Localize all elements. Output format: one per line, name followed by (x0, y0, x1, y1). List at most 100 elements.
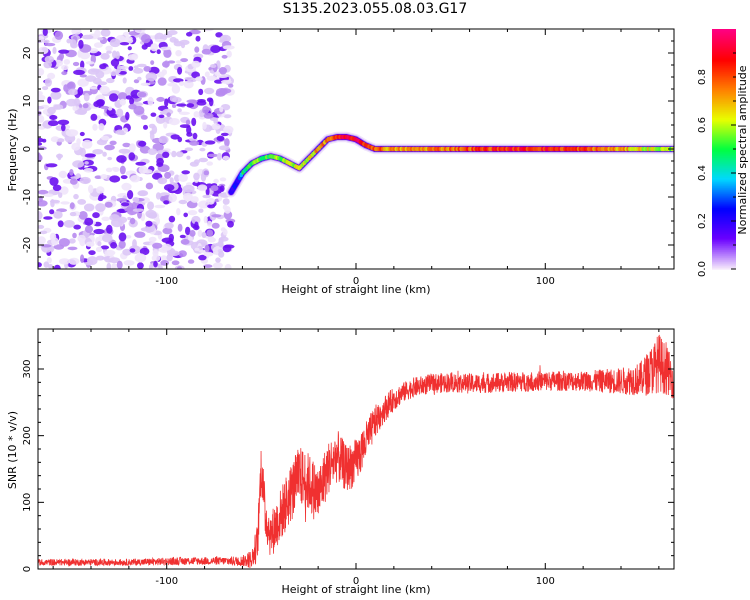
noise-blob (96, 186, 105, 194)
spectrogram-x-axis: -100 0 100 (52, 29, 660, 287)
noise-blob (203, 113, 214, 119)
snr-panel: -100 0 100 0 100 200 300 Height of straight l… (6, 328, 675, 596)
colorbar-cell (712, 195, 736, 198)
noise-blob (222, 45, 235, 50)
noise-blob (38, 68, 45, 76)
noise-blob (61, 123, 66, 132)
noise-blob (203, 215, 208, 224)
noise-blob (148, 212, 157, 219)
colorbar-gradient (712, 29, 736, 270)
colorbar-cell (712, 35, 736, 38)
noise-blob (137, 91, 147, 98)
noise-blob (69, 202, 75, 210)
colorbar-cell (712, 65, 736, 68)
noise-blob (67, 246, 78, 251)
noise-blob (106, 224, 113, 234)
colorbar-cell (712, 189, 736, 192)
colorbar-cell (712, 259, 736, 262)
colorbar-cell (712, 139, 736, 142)
noise-blob (58, 238, 70, 247)
noise-blob (213, 117, 218, 125)
colorbar-cell (712, 99, 736, 102)
noise-blob (38, 211, 43, 220)
noise-blob (187, 259, 195, 264)
noise-blob (194, 247, 200, 252)
noise-blob (156, 217, 160, 225)
colorbar-cell (712, 235, 736, 238)
noise-blob (145, 220, 153, 227)
noise-blob (127, 216, 132, 221)
noise-blob (186, 99, 198, 104)
noise-blob (166, 112, 171, 117)
noise-blob (157, 77, 167, 86)
noise-blob (95, 246, 103, 253)
colorbar-cell (712, 249, 736, 252)
noise-blob (127, 46, 132, 51)
noise-blob (88, 250, 96, 256)
noise-blob (168, 215, 176, 223)
noise-blob (81, 34, 94, 40)
noise-blob (210, 185, 219, 192)
noise-blob (63, 220, 75, 228)
noise-blob (134, 253, 147, 263)
noise-blob (220, 227, 226, 233)
colorbar-cell (712, 241, 736, 244)
noise-blob (140, 115, 148, 120)
colorbar-cell (712, 41, 736, 44)
noise-blob (211, 123, 221, 130)
colorbar-cell (712, 173, 736, 176)
noise-blob (99, 63, 107, 70)
colorbar-cell (712, 127, 736, 130)
noise-blob (104, 144, 115, 151)
colorbar-cell (712, 211, 736, 214)
noise-blob (222, 198, 230, 205)
noise-blob (194, 221, 199, 230)
noise-blob (119, 98, 127, 106)
noise-blob (203, 29, 214, 32)
noise-blob (45, 163, 58, 168)
noise-blob (216, 152, 222, 161)
noise-blob (145, 182, 154, 190)
noise-blob (100, 29, 111, 37)
noise-blob (199, 147, 206, 152)
noise-blob (186, 32, 193, 37)
colorbar-cell (712, 155, 736, 158)
noise-blob (79, 176, 91, 185)
snr-y-axis: 0 100 200 300 (22, 328, 674, 572)
noise-blob (122, 142, 131, 148)
noise-blob (96, 139, 107, 146)
noise-blob (129, 143, 136, 153)
noise-blob (49, 209, 55, 215)
noise-blob (178, 199, 188, 205)
noise-blob (96, 115, 101, 121)
noise-blob (42, 86, 49, 91)
noise-blob (164, 98, 169, 107)
noise-blob (222, 244, 232, 253)
noise-blob (72, 232, 77, 239)
noise-blob (198, 254, 207, 261)
colorbar-cell (712, 147, 736, 150)
colorbar-tick-label: 0.6 (697, 117, 708, 133)
noise-blob (139, 247, 150, 256)
noise-blob (60, 186, 69, 195)
noise-blob (217, 74, 229, 79)
noise-blob (162, 151, 170, 158)
noise-blob (128, 103, 137, 110)
noise-blob (81, 139, 93, 149)
noise-blob (54, 30, 64, 40)
y-tick-label: 20 (22, 47, 33, 60)
noise-blob (46, 257, 52, 264)
noise-blob (49, 115, 58, 120)
noise-blob (223, 114, 232, 119)
colorbar-cell (712, 165, 736, 168)
noise-blob (43, 261, 50, 268)
colorbar-cell (712, 151, 736, 154)
noise-blob (220, 79, 232, 84)
noise-blob (106, 50, 112, 54)
noise-blob (227, 220, 234, 228)
noise-blob (118, 232, 127, 242)
noise-blob (43, 216, 53, 220)
noise-blob (93, 228, 105, 235)
noise-blob (147, 201, 154, 210)
